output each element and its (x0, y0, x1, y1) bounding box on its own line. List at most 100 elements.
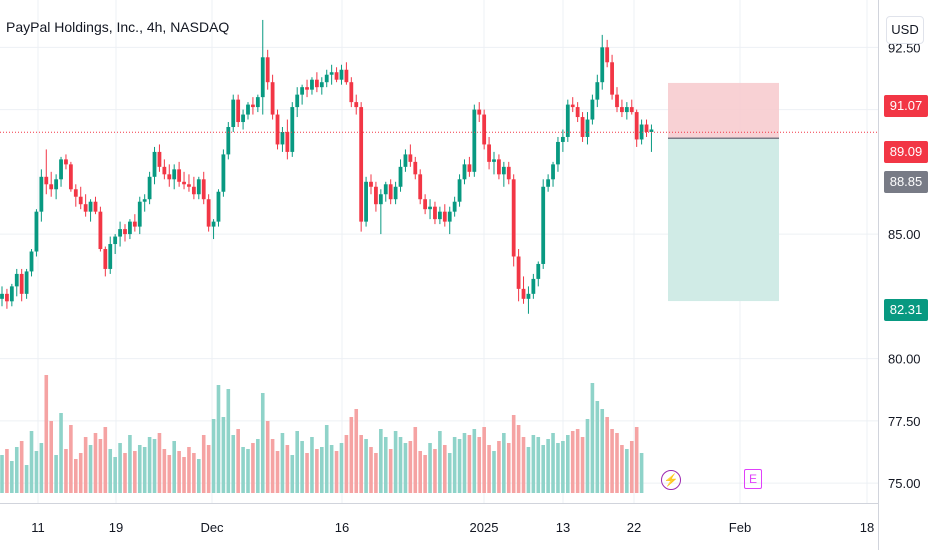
candle-body (413, 161, 418, 175)
volume-bar (34, 451, 39, 493)
volume-bar (0, 455, 4, 493)
candle (565, 99, 570, 142)
x-tick-label: 22 (627, 520, 641, 535)
candle (428, 199, 432, 220)
candle-body (511, 179, 516, 257)
candle-body (442, 211, 447, 222)
earnings-event-icon[interactable]: E (744, 469, 762, 489)
volume-bar (128, 435, 132, 493)
candle-body (354, 102, 359, 108)
volume-bar (570, 431, 575, 493)
candle (211, 219, 216, 240)
position-tool[interactable] (668, 82, 779, 302)
candle-body (5, 293, 9, 302)
time-axis[interactable]: 11 19 Dec 16 2025 13 22 Feb 18 (0, 503, 878, 536)
volume-bar (162, 449, 167, 493)
candle (68, 161, 73, 192)
volume-bar (182, 457, 186, 493)
symbol-title[interactable]: PayPal Holdings, Inc., 4h, NASDAQ (6, 19, 230, 35)
candle (423, 194, 428, 215)
candle-body (398, 166, 403, 187)
volume-bar (487, 445, 491, 493)
candle (600, 34, 605, 90)
candle-body (393, 186, 398, 200)
volume-bar (398, 437, 403, 493)
candle (585, 112, 590, 145)
volume-bar (251, 443, 255, 493)
candle (290, 102, 295, 157)
volume-bar (157, 433, 162, 493)
candle (497, 154, 501, 180)
candle (260, 19, 265, 115)
candle-body (319, 82, 324, 88)
candle-body (73, 189, 78, 197)
volume-bar (457, 439, 462, 493)
candle-body (187, 184, 191, 187)
currency-button[interactable]: USD (886, 16, 924, 44)
volume-bar (620, 445, 624, 493)
candle-body (644, 124, 649, 132)
candle (639, 119, 644, 145)
volume-bar (59, 413, 63, 493)
candle (108, 236, 113, 274)
candle (255, 94, 260, 113)
candle (413, 156, 418, 180)
candle (113, 234, 118, 254)
volume-bar (103, 427, 108, 493)
candle-body (310, 79, 314, 90)
candle (5, 288, 9, 309)
volume-bar (349, 417, 354, 493)
volume-bar (590, 383, 595, 493)
lightning-event-icon[interactable]: ⚡ (661, 470, 681, 490)
candle-body (128, 221, 132, 235)
volume-bar (88, 445, 93, 493)
candle (467, 156, 472, 177)
volume-bar (575, 429, 580, 493)
volume-bar (256, 439, 260, 493)
candle (305, 79, 309, 98)
candle-body (516, 256, 521, 289)
candle-body (103, 249, 108, 269)
candle (575, 102, 580, 123)
candle (624, 102, 629, 120)
candle (128, 219, 132, 240)
candle (556, 136, 560, 172)
candle-body (59, 159, 63, 180)
volume-bar (83, 437, 88, 493)
candle (93, 196, 98, 215)
candle-body (433, 206, 437, 220)
x-tick-label: 13 (556, 520, 570, 535)
volume-bar (541, 445, 545, 493)
candle-body (49, 184, 54, 190)
candle (246, 102, 250, 120)
candle (19, 268, 24, 302)
volume-bar (24, 465, 29, 493)
candle-body (167, 174, 172, 180)
volume-bar (639, 453, 644, 493)
candle-body (14, 273, 19, 287)
volume-bar (438, 431, 442, 493)
candle (334, 67, 339, 83)
candle-body (206, 199, 211, 227)
volume-bar (506, 443, 511, 493)
candle-body (521, 288, 526, 299)
volume-bar (108, 449, 113, 493)
candle (142, 194, 147, 212)
candle-body (383, 184, 388, 195)
candle (29, 249, 34, 277)
candle (83, 194, 88, 217)
volume-bar (379, 429, 383, 493)
volume-bar (98, 439, 103, 493)
candle (369, 174, 373, 195)
candle-body (629, 107, 634, 113)
candle-body (403, 154, 408, 167)
candle (649, 124, 654, 152)
candle-body (246, 104, 250, 115)
volume-bar (285, 445, 290, 493)
volume-bar (472, 429, 477, 493)
volume-bar (531, 435, 536, 493)
candle-body (477, 109, 482, 115)
candle (541, 179, 546, 269)
